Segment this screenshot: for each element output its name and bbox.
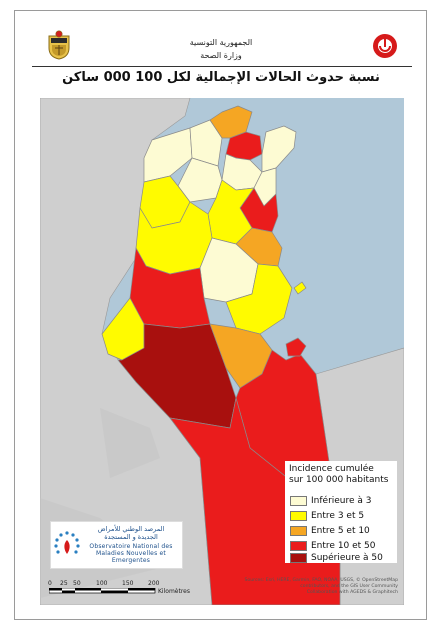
map-title: نسبة حدوث الحالات الإجمالية لكل 100 000 … <box>62 70 380 85</box>
source-line1: Sources: Esri, HERE, Garmin, FAO, NOAA, … <box>244 578 398 583</box>
observatory-logo: المرصد الوطني للأمراض الجديدة و المستجدة… <box>50 521 183 569</box>
observatory-name-french: Observatoire National des Maladies Nouve… <box>81 543 181 564</box>
legend-item: Entre 3 et 5 <box>290 511 364 521</box>
legend-label: Entre 3 et 5 <box>311 511 365 521</box>
republic-name: الجمهورية التونسية <box>189 38 253 47</box>
region-beja <box>189 119 223 167</box>
scale-tick-label: 0 <box>48 580 52 587</box>
source-credit: Sources: Esri, HERE, Garmin, FAO, NOAA, … <box>238 578 398 597</box>
region-bizerte <box>209 105 253 139</box>
observatory-ar-line2: الجديدة و المستجدة <box>104 533 158 541</box>
legend-item: Inférieure à 3 <box>290 496 372 506</box>
observatory-ar-line1: المرصد الوطني للأمراض <box>97 525 165 533</box>
relief-shade <box>100 408 160 478</box>
legend-swatch <box>290 553 307 563</box>
legend-swatch <box>290 526 307 536</box>
observatory-fr-line2: Maladies Nouvelles et Emergentes <box>96 550 166 564</box>
scale-tick-label: 50 <box>73 580 81 587</box>
legend-label: Entre 5 et 10 <box>311 526 370 536</box>
region-djerba <box>285 337 307 357</box>
scale-unit: Kilomètres <box>158 588 190 595</box>
observatory-emblem-icon <box>54 531 80 554</box>
legend-title-line2: sur 100 000 habitants <box>289 475 389 485</box>
header-divider <box>32 66 412 67</box>
scale-bar: 0 25 50 100 150 200 Kilomètres <box>48 580 238 604</box>
ministry-health-emblem-icon <box>373 34 397 58</box>
legend-title: Incidence cumulée sur 100 000 habitants <box>289 464 388 486</box>
legend-item: Entre 10 et 50 <box>290 541 376 551</box>
legend-label: Supérieure à 50 <box>311 553 383 563</box>
legend-title-line1: Incidence cumulée <box>289 464 374 474</box>
legend-item: Entre 5 et 10 <box>290 526 370 536</box>
scale-tick-label: 150 <box>122 580 134 587</box>
scale-tick-label: 200 <box>148 580 160 587</box>
region-kerkennah <box>293 281 307 295</box>
legend-label: Entre 10 et 50 <box>311 541 376 551</box>
legend-swatch <box>290 541 307 551</box>
legend-item: Supérieure à 50 <box>290 553 383 563</box>
map-legend: Incidence cumulée sur 100 000 habitants … <box>285 461 397 563</box>
observatory-fr-line1: Observatoire National des <box>89 543 173 550</box>
legend-swatch <box>290 496 307 506</box>
scale-tick-label: 100 <box>96 580 108 587</box>
coat-of-arms-icon <box>48 30 70 60</box>
ministry-name: وزارة الصحة <box>200 51 242 60</box>
observatory-name-arabic: المرصد الوطني للأمراض الجديدة و المستجدة <box>81 525 181 541</box>
scale-tick-label: 25 <box>60 580 68 587</box>
legend-label: Inférieure à 3 <box>311 496 372 506</box>
source-line2: contributors, and the GIS User Community <box>300 584 398 590</box>
legend-swatch <box>290 511 307 521</box>
source-line3: Collaboration with AGEDS & Graphitech <box>306 590 398 596</box>
scale-bar-graphic <box>49 588 156 594</box>
